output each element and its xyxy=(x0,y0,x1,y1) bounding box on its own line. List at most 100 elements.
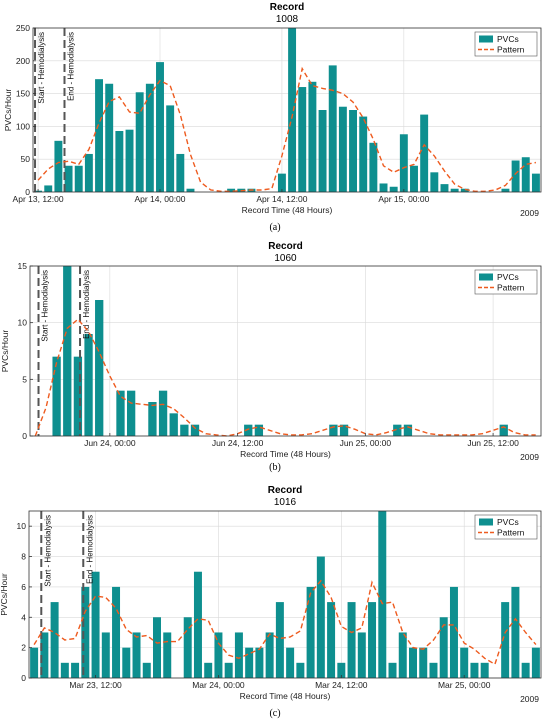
pvc-bar xyxy=(511,160,520,192)
y-tick-label: 10 xyxy=(18,318,28,328)
legend-label-pattern: Pattern xyxy=(497,283,525,293)
legend-label-pvcs: PVCs xyxy=(497,517,519,527)
pvc-bar xyxy=(73,356,83,436)
pvc-bar xyxy=(234,632,243,678)
pvc-bar xyxy=(224,662,233,678)
y-tick-label: 200 xyxy=(16,56,30,66)
x-tick-label: Apr 13, 12:00 xyxy=(13,194,64,204)
pvc-bar xyxy=(357,632,366,678)
year-label: 2009 xyxy=(520,208,539,218)
pvc-bar xyxy=(449,586,458,678)
end-marker-label: End - Hemodialysis xyxy=(66,32,75,101)
pvc-bar xyxy=(125,129,134,192)
y-tick-label: 0 xyxy=(21,673,26,683)
pvc-bar xyxy=(288,28,297,192)
pvc-bar xyxy=(71,662,80,678)
pvc-bar xyxy=(298,87,307,192)
pvc-bar xyxy=(148,402,157,436)
x-axis-label: Record Time (48 Hours) xyxy=(242,205,333,215)
pvc-bar xyxy=(419,647,428,678)
pvc-bar xyxy=(450,188,459,192)
pvc-bar xyxy=(511,586,520,678)
x-tick-label: Mar 24, 00:00 xyxy=(192,680,245,690)
y-axis-label: PVCs/Hour xyxy=(0,573,9,616)
pvc-bar xyxy=(403,424,413,436)
y-tick-label: 5 xyxy=(22,374,27,384)
pvc-bar xyxy=(142,662,151,678)
pvc-bar xyxy=(429,662,438,678)
pvc-bar xyxy=(52,356,61,436)
pvc-bar xyxy=(399,134,408,192)
pvc-bar xyxy=(186,188,195,192)
pvc-bar xyxy=(115,130,124,192)
pvc-bar xyxy=(84,334,93,436)
pvc-bar xyxy=(521,662,530,678)
pvc-bar xyxy=(308,81,317,192)
pvc-bar xyxy=(95,79,104,192)
plot-frame xyxy=(28,510,542,679)
pvc-bar xyxy=(176,153,185,192)
x-tick-label: Mar 24, 12:00 xyxy=(315,680,368,690)
pvc-bar xyxy=(349,110,358,192)
pvc-bar xyxy=(347,602,356,678)
pvc-bar xyxy=(122,647,131,678)
pvc-bar xyxy=(439,617,448,678)
x-tick-label: Apr 14, 12:00 xyxy=(256,194,307,204)
pvc-bar xyxy=(40,632,49,678)
pvc-bar xyxy=(460,188,469,192)
legend-swatch-pvcs xyxy=(479,273,493,281)
pvc-bar xyxy=(112,586,121,678)
pattern-line xyxy=(34,318,536,437)
pvc-bar xyxy=(409,647,417,678)
y-tick-label: 15 xyxy=(18,261,28,271)
year-label: 2009 xyxy=(520,452,539,462)
y-tick-label: 150 xyxy=(16,89,30,99)
pvc-bar xyxy=(190,424,200,436)
start-marker-label: Start - Hemodialysis xyxy=(41,270,50,342)
pvc-bar xyxy=(328,65,337,192)
pvc-bar xyxy=(388,662,397,678)
pvc-bar xyxy=(440,184,449,192)
pvc-bar xyxy=(153,617,161,678)
pvc-bar xyxy=(398,632,407,678)
pvc-bar xyxy=(501,188,510,192)
y-tick-label: 100 xyxy=(16,121,30,131)
pvc-bar xyxy=(145,83,154,192)
pvc-bar xyxy=(126,390,136,436)
legend-swatch-pvcs xyxy=(479,518,493,526)
pvc-bar xyxy=(255,647,264,678)
pvc-bar xyxy=(245,647,254,678)
x-axis-label: Record Time (48 Hours) xyxy=(240,691,331,701)
pvc-bar xyxy=(30,647,39,678)
end-marker-label: End - Hemodialysis xyxy=(82,270,91,339)
pvc-bar xyxy=(81,586,90,678)
pvc-bar xyxy=(183,617,192,678)
pvc-bar xyxy=(84,153,93,192)
x-tick-label: Mar 25, 00:00 xyxy=(438,680,491,690)
pvc-bar xyxy=(54,140,63,192)
y-tick-label: 0 xyxy=(22,431,27,441)
plot-frame xyxy=(32,27,542,193)
pvc-bar xyxy=(501,602,510,678)
pvc-bar xyxy=(430,172,439,192)
pattern-line xyxy=(37,66,537,193)
chart-title: Record xyxy=(270,2,304,13)
y-axis-label: PVCs/Hour xyxy=(0,330,10,373)
pvc-bar xyxy=(277,173,286,192)
pvc-bar xyxy=(116,390,125,436)
pvc-bar xyxy=(286,647,295,678)
y-tick-label: 0 xyxy=(25,187,30,197)
pvc-bar xyxy=(132,632,141,678)
pvc-bar xyxy=(318,110,327,192)
y-tick-label: 4 xyxy=(21,612,26,622)
pvc-bar xyxy=(227,188,236,192)
y-tick-label: 50 xyxy=(21,154,31,164)
chart-title: Record xyxy=(268,241,302,252)
pvc-bar xyxy=(163,632,172,678)
plot-frame xyxy=(29,265,542,437)
